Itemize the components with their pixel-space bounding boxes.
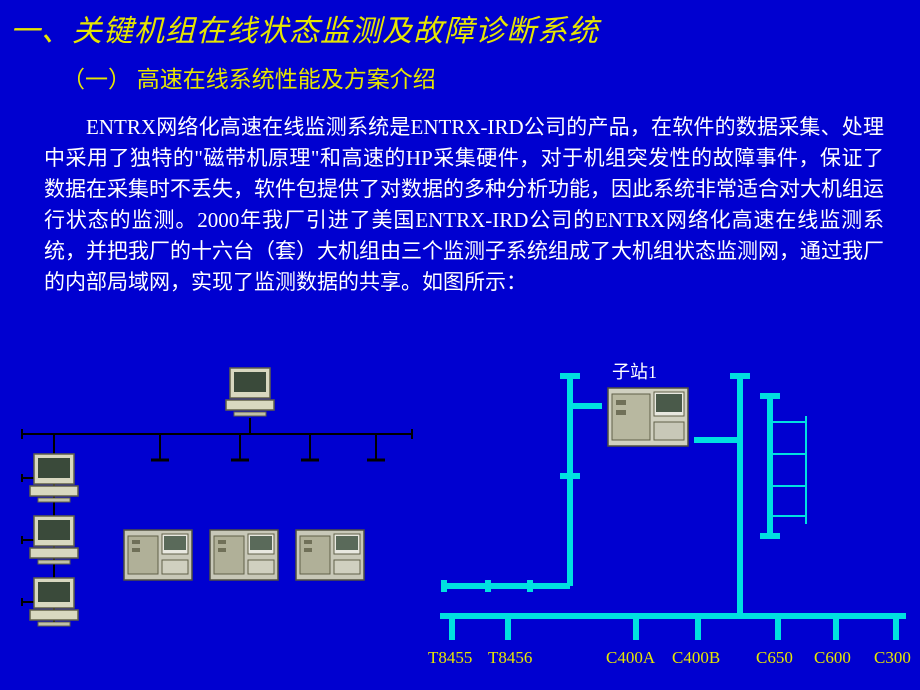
page-subtitle: （一） 高速在线系统性能及方案介绍 [62,60,436,94]
right-network-lines [0,0,920,690]
substation-pc-icon [606,386,690,448]
server-pc-icon [224,366,276,418]
equipment-label: C400B [672,648,720,668]
equipment-label: C600 [814,648,851,668]
workstation-icon [208,528,280,582]
page-title: 一、关键机组在线状态监测及故障诊断系统 [10,6,599,50]
body-paragraph: ENTRX网络化高速在线监测系统是ENTRX-IRD公司的产品，在软件的数据采集… [44,112,884,298]
left-network-lines [0,0,920,690]
equipment-label: C300 [874,648,911,668]
equipment-label: C400A [606,648,655,668]
client-pc-icon [28,452,80,504]
equipment-label: T8455 [428,648,472,668]
equipment-label: T8456 [488,648,532,668]
equipment-label: C650 [756,648,793,668]
workstation-icon [294,528,366,582]
workstation-icon [122,528,194,582]
substation-label: 子站1 [612,358,657,384]
client-pc-icon [28,576,80,628]
client-pc-icon [28,514,80,566]
